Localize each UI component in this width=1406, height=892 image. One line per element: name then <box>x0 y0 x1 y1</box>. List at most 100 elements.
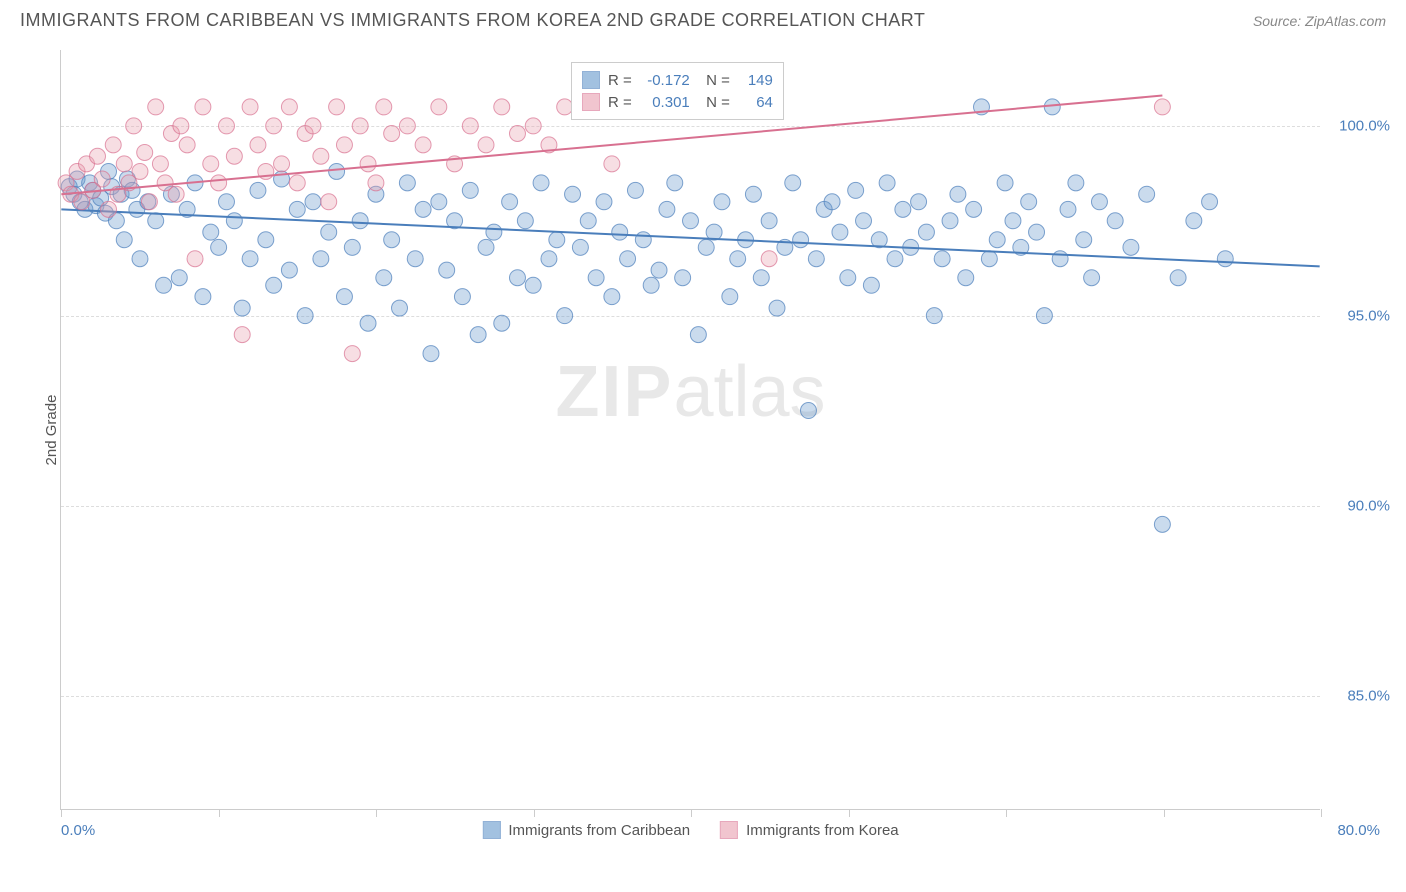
data-point <box>533 175 549 191</box>
legend-swatch <box>720 821 738 839</box>
data-point <box>1076 232 1092 248</box>
data-point <box>494 99 510 115</box>
data-point <box>329 163 345 179</box>
data-point <box>549 232 565 248</box>
data-point <box>211 175 227 191</box>
data-point <box>234 300 250 316</box>
data-point <box>392 300 408 316</box>
data-point <box>360 156 376 172</box>
data-point <box>431 194 447 210</box>
data-point <box>242 99 258 115</box>
data-point <box>415 201 431 217</box>
data-point <box>368 175 384 191</box>
data-point <box>596 194 612 210</box>
data-point <box>683 213 699 229</box>
data-point <box>258 232 274 248</box>
x-tick <box>1164 809 1165 817</box>
data-point <box>344 239 360 255</box>
data-point <box>635 232 651 248</box>
data-point <box>105 137 121 153</box>
data-point <box>848 182 864 198</box>
data-point <box>502 194 518 210</box>
x-tick <box>1006 809 1007 817</box>
data-point <box>152 156 168 172</box>
data-point <box>800 403 816 419</box>
data-point <box>1154 516 1170 532</box>
data-point <box>226 148 242 164</box>
x-tick <box>691 809 692 817</box>
data-point <box>156 277 172 293</box>
data-point <box>148 213 164 229</box>
data-point <box>745 186 761 202</box>
data-point <box>171 270 187 286</box>
data-point <box>297 308 313 324</box>
data-point <box>509 126 525 142</box>
data-point <box>454 289 470 305</box>
data-point <box>494 315 510 331</box>
data-point <box>627 182 643 198</box>
chart-title: IMMIGRANTS FROM CARIBBEAN VS IMMIGRANTS … <box>20 10 925 31</box>
data-point <box>470 327 486 343</box>
data-point <box>934 251 950 267</box>
data-point <box>659 201 675 217</box>
data-point <box>218 194 234 210</box>
data-point <box>1091 194 1107 210</box>
data-point <box>289 175 305 191</box>
data-point <box>1139 186 1155 202</box>
data-point <box>525 118 541 134</box>
data-point <box>376 99 392 115</box>
data-point <box>399 118 415 134</box>
data-point <box>1170 270 1186 286</box>
data-point <box>1154 99 1170 115</box>
data-point <box>250 137 266 153</box>
legend-item: Immigrants from Caribbean <box>482 821 690 839</box>
data-point <box>234 327 250 343</box>
data-point <box>462 118 478 134</box>
data-point <box>926 308 942 324</box>
data-point <box>344 346 360 362</box>
y-tick-label: 100.0% <box>1339 118 1390 135</box>
data-point <box>918 224 934 240</box>
data-point <box>1217 251 1233 267</box>
data-point <box>730 251 746 267</box>
data-point <box>1044 99 1060 115</box>
x-tick <box>1321 809 1322 817</box>
data-point <box>305 118 321 134</box>
x-tick <box>61 809 62 817</box>
data-point <box>675 270 691 286</box>
data-point <box>856 213 872 229</box>
data-point <box>572 239 588 255</box>
data-point <box>439 262 455 278</box>
data-point <box>565 186 581 202</box>
legend-label: Immigrants from Caribbean <box>508 822 690 839</box>
data-point <box>879 175 895 191</box>
data-point <box>211 239 227 255</box>
data-point <box>1084 270 1100 286</box>
data-point <box>753 270 769 286</box>
data-point <box>981 251 997 267</box>
data-point <box>525 277 541 293</box>
data-point <box>989 232 1005 248</box>
data-point <box>116 156 132 172</box>
data-point <box>462 182 478 198</box>
data-point <box>187 251 203 267</box>
data-point <box>384 232 400 248</box>
legend: Immigrants from CaribbeanImmigrants from… <box>482 821 898 839</box>
data-point <box>313 251 329 267</box>
stats-row: R = -0.172 N = 149 <box>582 69 773 91</box>
data-point <box>281 262 297 278</box>
data-point <box>895 201 911 217</box>
data-point <box>557 308 573 324</box>
y-tick-label: 85.0% <box>1347 688 1390 705</box>
data-point <box>1052 251 1068 267</box>
data-point <box>1107 213 1123 229</box>
data-point <box>360 315 376 331</box>
data-point <box>203 156 219 172</box>
data-point <box>1005 213 1021 229</box>
data-point <box>690 327 706 343</box>
data-point <box>793 232 809 248</box>
correlation-stats-box: R = -0.172 N = 149R = 0.301 N = 64 <box>571 62 784 120</box>
data-point <box>997 175 1013 191</box>
data-point <box>1202 194 1218 210</box>
data-point <box>376 270 392 286</box>
